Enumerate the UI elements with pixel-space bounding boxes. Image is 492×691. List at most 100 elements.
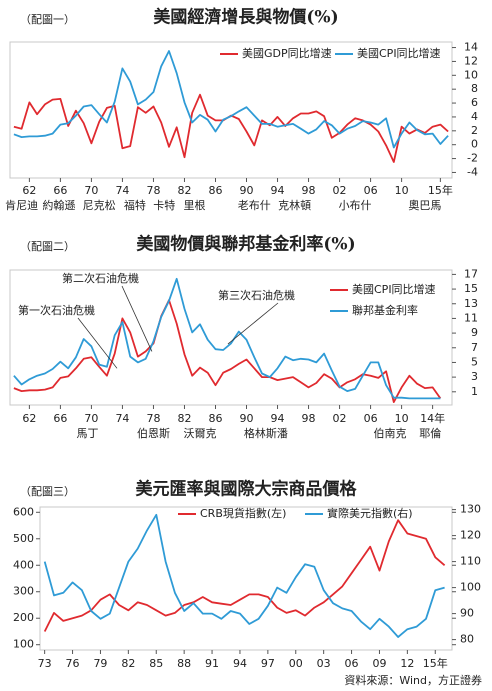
legend-label: 美國GDP同比增速 bbox=[242, 46, 332, 60]
x-tick-label: 03 bbox=[317, 657, 331, 670]
y-tick-label: 14 bbox=[464, 41, 478, 54]
legend-label: 美國CPI同比增速 bbox=[352, 282, 436, 296]
y-tick-label: 400 bbox=[13, 558, 34, 571]
annotation: 尼克松 bbox=[83, 198, 116, 212]
x-tick-label: 73 bbox=[38, 657, 52, 670]
legend-label: 聯邦基金利率 bbox=[352, 303, 418, 317]
y-tick-label: 13 bbox=[464, 297, 478, 310]
y-tick-label: 600 bbox=[13, 505, 34, 518]
x-tick-label: 62 bbox=[22, 412, 36, 425]
x-tick-label: 88 bbox=[177, 657, 191, 670]
y-tick-label: 100 bbox=[13, 638, 34, 651]
x-tick-label: 70 bbox=[84, 412, 98, 425]
series-line bbox=[13, 277, 441, 400]
legend-label: CRB現貨指數(左) bbox=[200, 506, 286, 520]
y-tick-label: 3 bbox=[471, 370, 478, 383]
figure-label: （配圖三） bbox=[20, 485, 75, 498]
x-tick-label: 85 bbox=[149, 657, 163, 670]
x-tick-label: 82 bbox=[177, 184, 191, 197]
x-tick-label: 94 bbox=[271, 412, 285, 425]
y-tick-label: 4 bbox=[471, 110, 478, 123]
annotation: 肯尼迪 bbox=[5, 199, 38, 212]
y-tick-label: -2 bbox=[467, 152, 478, 165]
series-line bbox=[13, 299, 442, 403]
callout: 第三次石油危機 bbox=[218, 288, 295, 302]
y-tick-label: 200 bbox=[13, 611, 34, 624]
x-tick-label: 14年 bbox=[420, 411, 445, 425]
annotation: 約翰遜 bbox=[42, 198, 75, 212]
x-tick-label: 86 bbox=[208, 412, 222, 425]
x-tick-label: 10 bbox=[395, 184, 409, 197]
annotation: 小布什 bbox=[339, 199, 372, 212]
x-tick-label: 82 bbox=[177, 412, 191, 425]
x-tick-label: 15年 bbox=[423, 656, 448, 670]
x-tick-label: 94 bbox=[271, 184, 285, 197]
annotation: 耶倫 bbox=[419, 426, 441, 440]
annotation: 沃爾克 bbox=[183, 427, 216, 440]
x-tick-label: 12 bbox=[400, 657, 414, 670]
source-note: 資料來源：Wind，方正證券 bbox=[344, 673, 482, 687]
y-tick-label: 15 bbox=[464, 282, 478, 295]
x-tick-label: 00 bbox=[289, 657, 303, 670]
annotation: 馬丁 bbox=[77, 427, 99, 440]
y-tick-label: 1 bbox=[471, 385, 478, 398]
y2-tick-label: 110 bbox=[460, 555, 481, 568]
series-line bbox=[43, 519, 446, 632]
x-tick-label: 74 bbox=[115, 184, 129, 197]
callout-leader bbox=[121, 285, 153, 352]
x-tick-label: 98 bbox=[302, 184, 316, 197]
chart-title: 美國經濟增長與物價(%) bbox=[153, 7, 338, 28]
annotation: 卡特 bbox=[153, 198, 175, 212]
x-tick-label: 98 bbox=[302, 412, 316, 425]
y-tick-label: -4 bbox=[467, 165, 478, 178]
y-tick-label: 12 bbox=[464, 54, 478, 67]
x-tick-label: 06 bbox=[345, 657, 359, 670]
annotation: 伯恩斯 bbox=[137, 426, 170, 440]
x-tick-label: 97 bbox=[261, 657, 275, 670]
y-tick-label: 11 bbox=[464, 311, 478, 324]
series-line bbox=[13, 50, 449, 149]
x-tick-label: 74 bbox=[115, 412, 129, 425]
plot-frame bbox=[39, 506, 453, 651]
callout-leader bbox=[77, 317, 118, 369]
annotation: 里根 bbox=[184, 198, 206, 212]
annotation: 老布什 bbox=[238, 199, 271, 212]
y-tick-label: 2 bbox=[471, 124, 478, 137]
x-tick-label: 10 bbox=[395, 412, 409, 425]
x-tick-label: 02 bbox=[333, 412, 347, 425]
y-tick-label: 0 bbox=[471, 138, 478, 151]
y-tick-label: 5 bbox=[471, 355, 478, 368]
x-tick-label: 79 bbox=[93, 657, 107, 670]
x-tick-label: 90 bbox=[240, 412, 254, 425]
x-tick-label: 82 bbox=[121, 657, 135, 670]
series-line bbox=[43, 513, 445, 638]
annotation: 克林頓 bbox=[278, 198, 311, 212]
y-tick-label: 300 bbox=[13, 585, 34, 598]
chart-title: 美國物價與聯邦基金利率(%) bbox=[136, 234, 355, 255]
annotation: 奧巴馬 bbox=[408, 199, 441, 212]
x-tick-label: 94 bbox=[233, 657, 247, 670]
y-tick-label: 17 bbox=[464, 267, 478, 280]
x-tick-label: 70 bbox=[84, 184, 98, 197]
x-tick-label: 06 bbox=[364, 184, 378, 197]
annotation: 格林斯潘 bbox=[244, 426, 288, 440]
y2-tick-label: 130 bbox=[460, 503, 481, 516]
x-tick-label: 78 bbox=[146, 412, 160, 425]
x-tick-label: 06 bbox=[364, 412, 378, 425]
y2-tick-label: 90 bbox=[460, 607, 474, 620]
x-tick-label: 02 bbox=[333, 184, 347, 197]
y2-tick-label: 80 bbox=[460, 633, 474, 646]
x-tick-label: 78 bbox=[146, 184, 160, 197]
y2-tick-label: 120 bbox=[460, 529, 481, 542]
callout-leader bbox=[227, 302, 279, 345]
legend-label: 實際美元指數(右) bbox=[327, 506, 413, 520]
plot-frame bbox=[9, 269, 453, 406]
chart-title: 美元匯率與國際大宗商品價格 bbox=[136, 479, 358, 500]
annotation: 福特 bbox=[124, 198, 146, 212]
y2-tick-label: 100 bbox=[460, 581, 481, 594]
series-line bbox=[13, 93, 449, 163]
callout: 第一次石油危機 bbox=[18, 303, 95, 317]
y-tick-label: 6 bbox=[471, 96, 478, 109]
